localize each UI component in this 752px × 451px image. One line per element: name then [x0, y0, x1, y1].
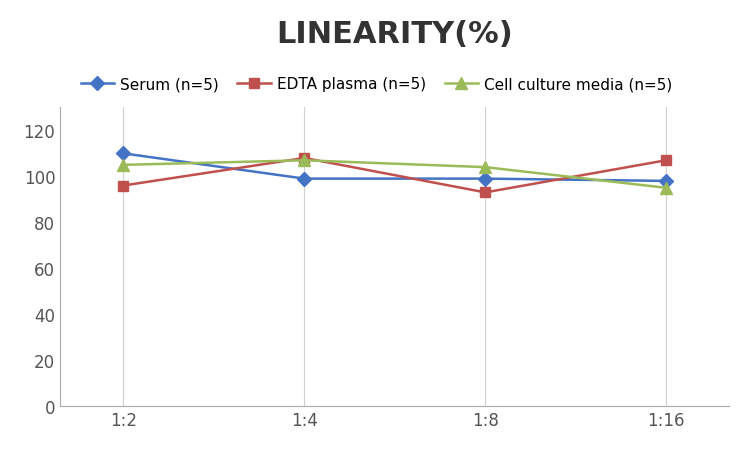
Legend: Serum (n=5), EDTA plasma (n=5), Cell culture media (n=5): Serum (n=5), EDTA plasma (n=5), Cell cul…: [74, 71, 678, 98]
Line: Serum (n=5): Serum (n=5): [119, 149, 671, 186]
EDTA plasma (n=5): [300, 156, 309, 161]
EDTA plasma (n=5): [662, 158, 671, 164]
Line: EDTA plasma (n=5): EDTA plasma (n=5): [119, 154, 671, 198]
EDTA plasma (n=5): [481, 190, 490, 196]
Cell culture media (n=5): [119, 163, 128, 168]
Serum (n=5): [481, 176, 490, 182]
Cell culture media (n=5): [662, 186, 671, 191]
EDTA plasma (n=5): [119, 184, 128, 189]
Cell culture media (n=5): [300, 158, 309, 164]
Serum (n=5): [119, 152, 128, 157]
Serum (n=5): [300, 176, 309, 182]
Line: Cell culture media (n=5): Cell culture media (n=5): [118, 155, 672, 194]
Cell culture media (n=5): [481, 165, 490, 170]
Serum (n=5): [662, 179, 671, 184]
Text: LINEARITY(%): LINEARITY(%): [277, 20, 513, 49]
